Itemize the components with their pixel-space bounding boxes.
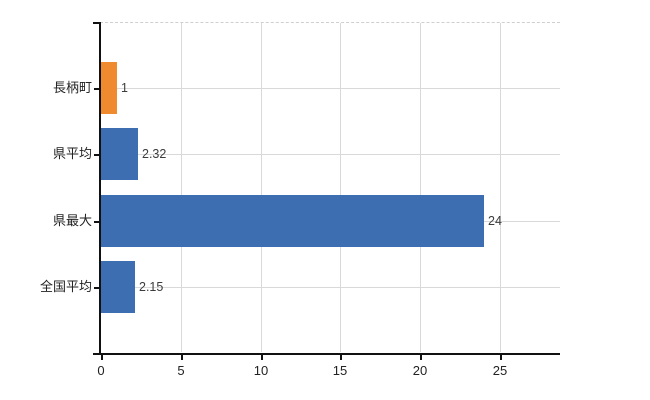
y-axis-line: [99, 22, 101, 355]
y-axis-tick-1: [94, 154, 100, 156]
value-label-2: 24: [488, 214, 502, 228]
gridline-x-5: [181, 23, 182, 352]
x-axis-tick-20: [420, 354, 422, 360]
gridline-x-25: [500, 23, 501, 352]
bar-2: [101, 195, 484, 247]
plot-top-border: [100, 22, 560, 23]
y-axis-tick-3: [94, 287, 100, 289]
x-tick-label-20: 20: [412, 363, 428, 378]
bar-3: [101, 261, 135, 313]
y-axis-tick-top: [93, 22, 100, 24]
x-tick-label-25: 25: [492, 363, 508, 378]
y-axis-tick-0: [94, 88, 100, 90]
bar-0: [101, 62, 117, 114]
category-label-1: 県平均: [52, 146, 92, 161]
y-axis-tick-2: [94, 221, 100, 223]
bar-1: [101, 128, 138, 180]
category-label-0: 長柄町: [52, 80, 92, 95]
gridline-x-10: [261, 23, 262, 352]
value-label-0: 1: [121, 81, 128, 95]
x-tick-label-0: 0: [97, 363, 105, 378]
category-label-3: 全国平均: [39, 279, 92, 294]
x-axis-tick-5: [181, 354, 183, 360]
x-axis-tick-25: [500, 354, 502, 360]
gridline-category-1: [101, 154, 560, 155]
gridline-category-0: [101, 88, 560, 89]
gridline-x-15: [340, 23, 341, 352]
value-label-3: 2.15: [139, 280, 164, 294]
category-label-2: 県最大: [52, 213, 92, 228]
x-axis-line: [99, 352, 560, 355]
x-tick-label-5: 5: [177, 363, 185, 378]
x-tick-label-15: 15: [332, 363, 348, 378]
gridline-category-3: [101, 287, 560, 288]
x-axis-tick-10: [261, 354, 263, 360]
x-axis-tick-0: [101, 354, 103, 360]
value-label-1: 2.32: [142, 147, 167, 161]
x-axis-tick-15: [340, 354, 342, 360]
gridline-x-20: [420, 23, 421, 352]
x-tick-label-10: 10: [253, 363, 269, 378]
y-axis-tick-bottom: [93, 353, 100, 355]
